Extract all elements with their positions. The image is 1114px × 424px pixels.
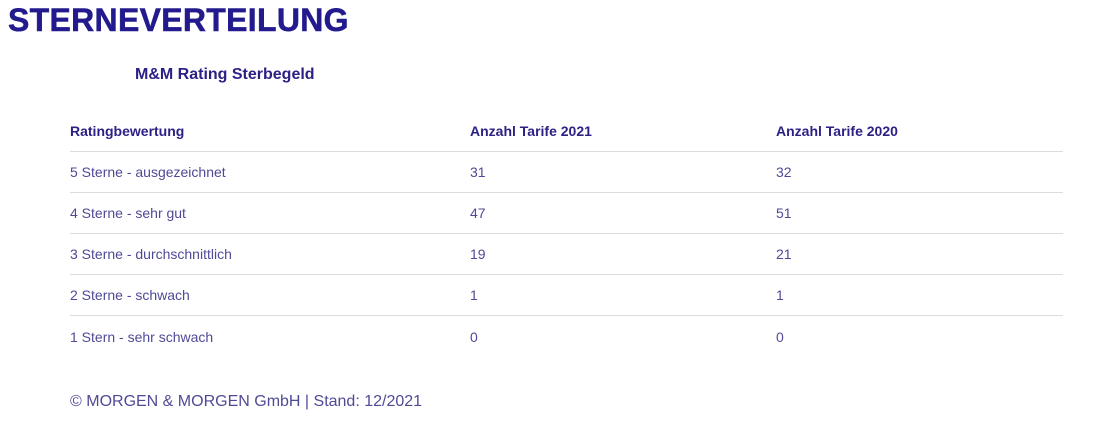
count-2020: 0 <box>776 328 784 345</box>
count-2020: 1 <box>776 287 784 303</box>
rating-label: 2 Sterne - schwach <box>70 287 190 303</box>
count-2020: 32 <box>776 164 792 180</box>
count-2021: 0 <box>470 328 478 345</box>
count-2020: 51 <box>776 205 792 221</box>
table-subtitle: M&M Rating Sterbegeld <box>135 66 315 83</box>
table-row-4-sterne: 4 Sterne - sehr gut 47 51 <box>70 193 1063 234</box>
copyright-footer: © MORGEN & MORGEN GmbH | Stand: 12/2021 <box>70 393 423 410</box>
table-row-1-stern: 1 Stern - sehr schwach 0 0 <box>70 316 1063 357</box>
rating-label: 3 Sterne - durchschnittlich <box>70 246 232 262</box>
count-2021: 1 <box>470 287 478 303</box>
column-header-anzahl-tarife-2021: Anzahl Tarife 2021 <box>470 122 592 139</box>
rating-label: 1 Stern - sehr schwach <box>70 328 214 345</box>
count-2021: 19 <box>470 246 486 262</box>
page-title: STERNEVERTEILUNG <box>8 2 349 39</box>
table-row-5-sterne: 5 Sterne - ausgezeichnet 31 32 <box>70 152 1063 193</box>
rating-label: 4 Sterne - sehr gut <box>70 205 186 221</box>
column-header-anzahl-tarife-2020: Anzahl Tarife 2020 <box>776 122 898 139</box>
count-2021: 31 <box>470 164 486 180</box>
rating-label: 5 Sterne - ausgezeichnet <box>70 164 226 180</box>
table-row-2-sterne: 2 Sterne - schwach 1 1 <box>70 275 1063 316</box>
count-2020: 21 <box>776 246 792 262</box>
rating-distribution-table: Ratingbewertung Anzahl Tarife 2021 Anzah… <box>70 110 1063 357</box>
count-2021: 47 <box>470 205 486 221</box>
table-header-row: Ratingbewertung Anzahl Tarife 2021 Anzah… <box>70 110 1063 152</box>
table-row-3-sterne: 3 Sterne - durchschnittlich 19 21 <box>70 234 1063 275</box>
column-header-ratingbewertung: Ratingbewertung <box>70 122 185 139</box>
